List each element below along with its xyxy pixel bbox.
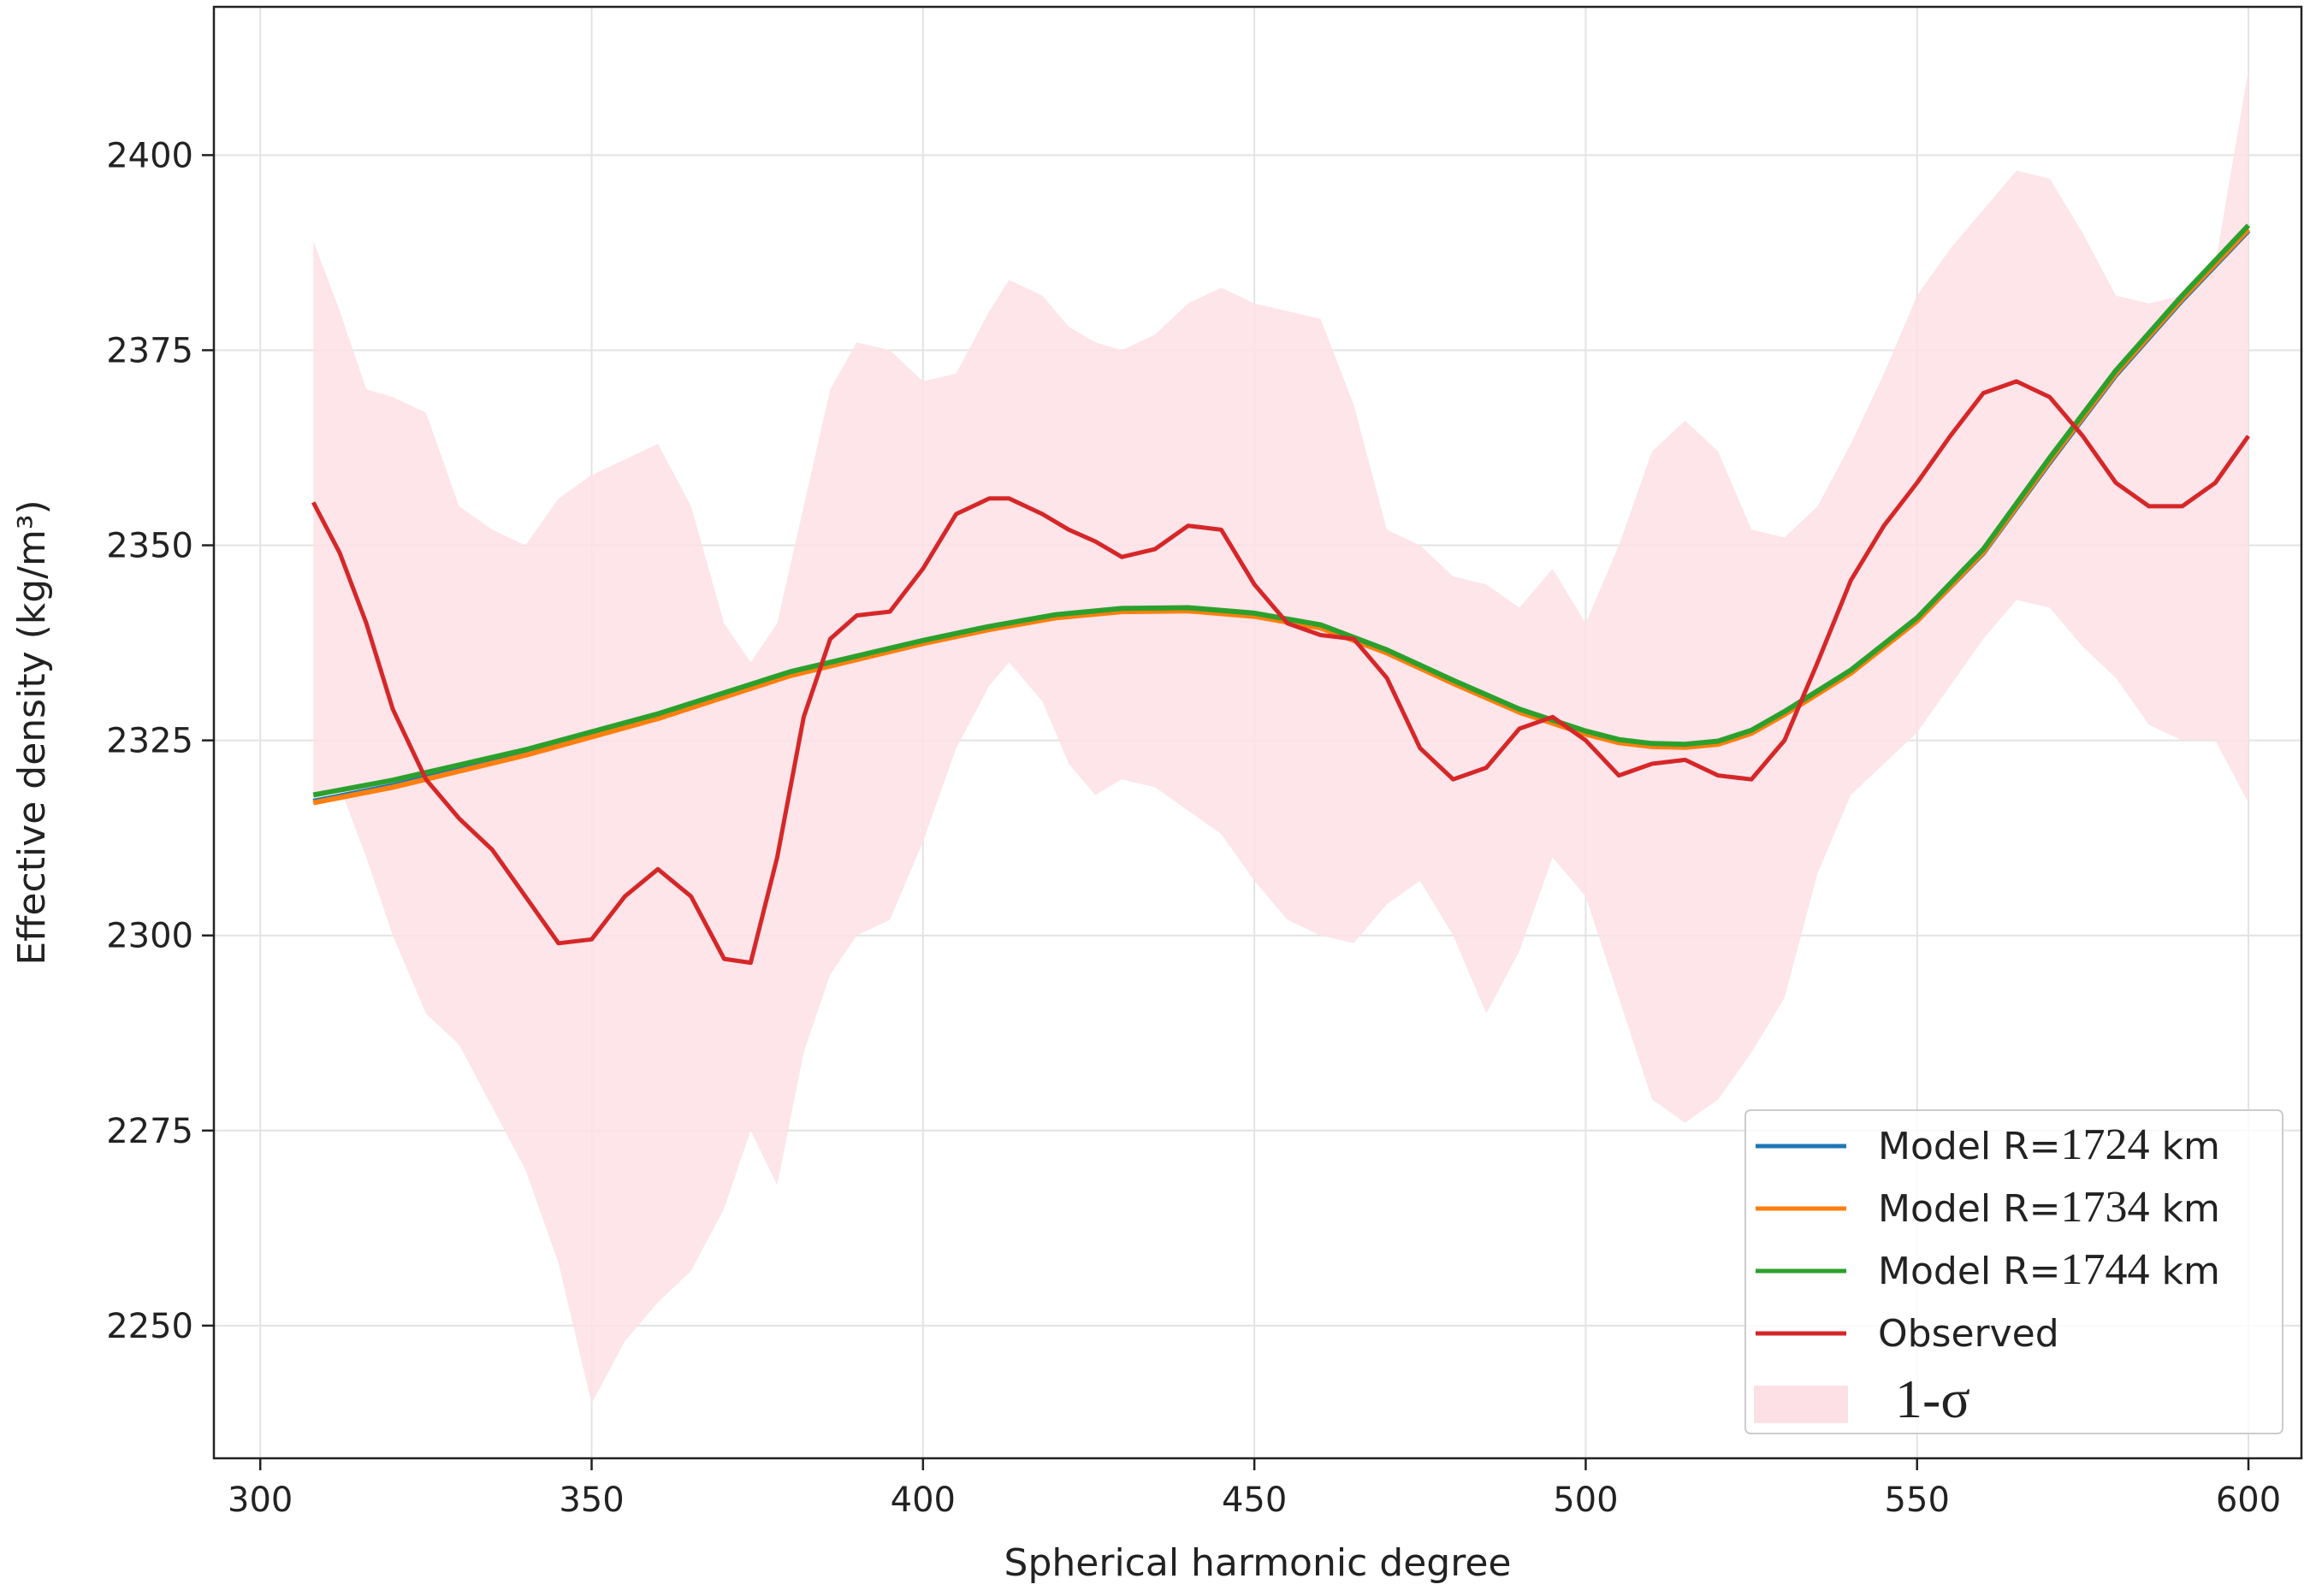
x-tick-label: 500 [1553, 1481, 1618, 1520]
sigma-band [313, 69, 2249, 1404]
x-tick-label: 550 [1885, 1481, 1950, 1520]
legend-label-sigma_band: 1-σ [1895, 1368, 1970, 1429]
legend: Model R=1724 km Model R=1734 km Model R=17… [1744, 1109, 2283, 1434]
legend-label-model_1734: Model R=1734 km [1878, 1183, 2220, 1232]
y-tick-label: 2400 [106, 136, 193, 175]
legend-swatch-sigma_band [1754, 1386, 1848, 1423]
y-tick-label: 2275 [106, 1112, 193, 1151]
plot-frame [212, 5, 2303, 1460]
y-tick-label: 2350 [106, 527, 193, 566]
y-axis-label: Effective density (kg/m³) [10, 499, 54, 965]
legend-label-model_1744: Model R=1744 km [1878, 1245, 2220, 1294]
series-line-observed [311, 379, 2251, 966]
series-lines [311, 223, 2251, 966]
y-tick-label: 2250 [106, 1307, 193, 1346]
x-tick-label: 600 [2216, 1481, 2281, 1520]
x-tick-label: 350 [559, 1481, 624, 1520]
y-axis: 2250 2275 2300 2325 2350 2375 2400 [106, 136, 214, 1346]
x-tick-label: 450 [1222, 1481, 1287, 1520]
legend-label-model_1724: Model R=1724 km [1878, 1120, 2220, 1169]
legend-box [1744, 1109, 2283, 1434]
series-line-model_1744 [312, 223, 2251, 798]
legend-label-observed: Observed [1878, 1312, 2059, 1356]
x-tick-label: 300 [228, 1481, 293, 1520]
x-tick-label: 400 [891, 1481, 956, 1520]
y-tick-label: 2300 [106, 917, 193, 956]
y-tick-label: 2375 [106, 331, 193, 370]
x-axis-label: Spherical harmonic degree [1004, 1541, 1512, 1585]
y-tick-label: 2325 [106, 722, 193, 761]
x-axis: 300 350 400 450 500 550 600 [228, 1458, 2281, 1520]
